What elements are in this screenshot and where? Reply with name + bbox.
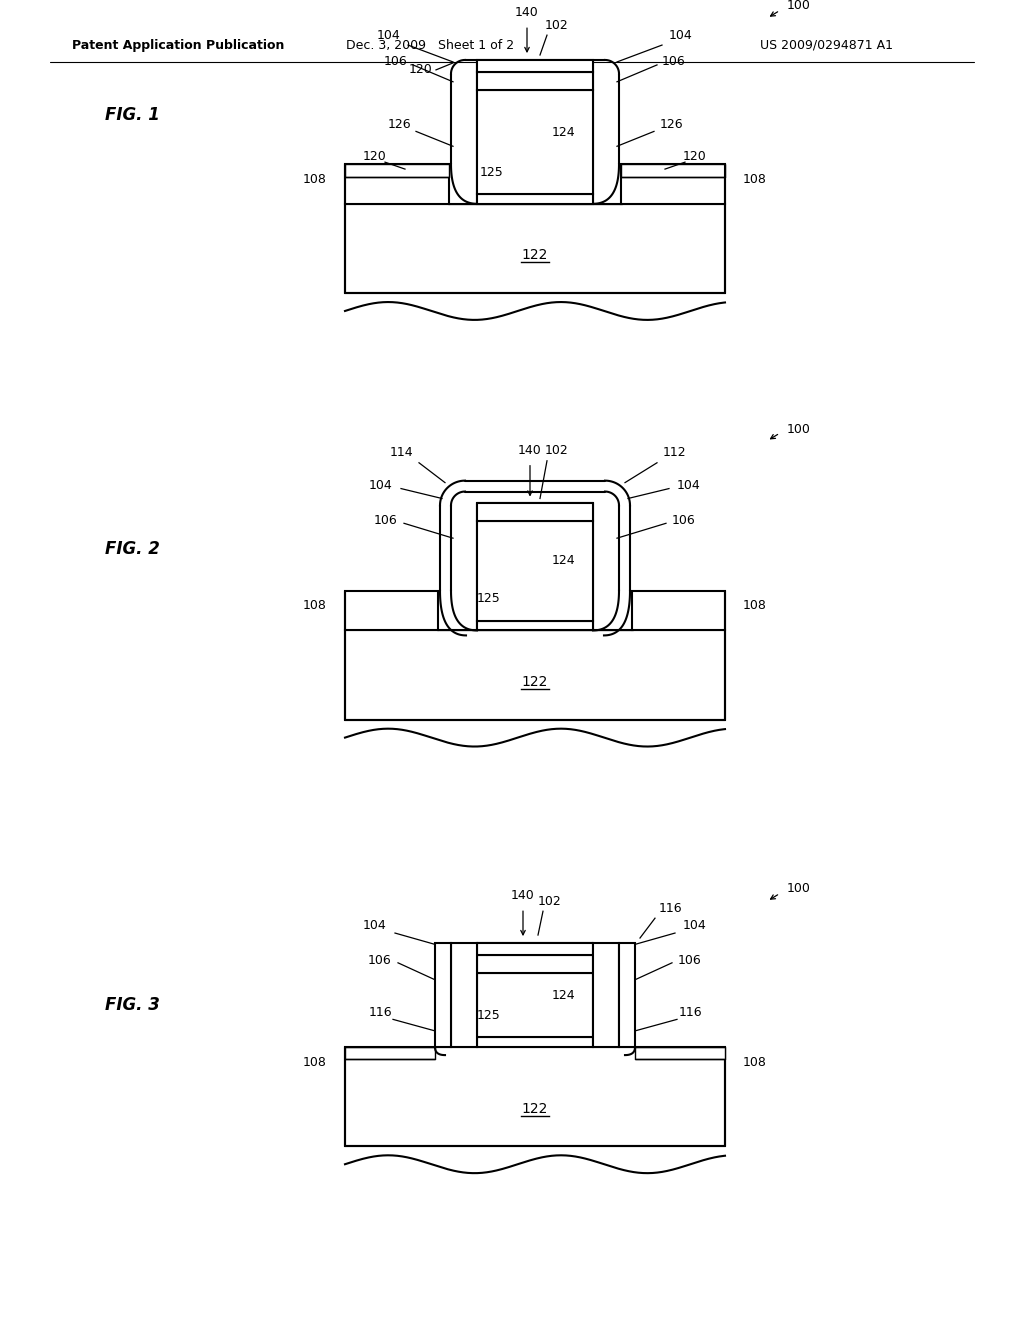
Text: 108: 108 bbox=[303, 173, 327, 186]
Polygon shape bbox=[477, 942, 593, 954]
Text: Dec. 3, 2009   Sheet 1 of 2: Dec. 3, 2009 Sheet 1 of 2 bbox=[346, 38, 514, 51]
Text: 124: 124 bbox=[551, 989, 574, 1002]
Text: 106: 106 bbox=[663, 55, 686, 69]
Text: 108: 108 bbox=[303, 599, 327, 612]
Polygon shape bbox=[345, 1047, 435, 1059]
Text: 120: 120 bbox=[410, 63, 433, 77]
Text: 124: 124 bbox=[551, 125, 574, 139]
Text: 116: 116 bbox=[658, 902, 682, 915]
Text: 140: 140 bbox=[511, 888, 535, 902]
Text: 108: 108 bbox=[303, 1056, 327, 1068]
Polygon shape bbox=[477, 71, 593, 90]
Text: FIG. 2: FIG. 2 bbox=[105, 540, 160, 558]
Text: 106: 106 bbox=[678, 954, 701, 968]
Polygon shape bbox=[477, 954, 593, 973]
Text: 108: 108 bbox=[743, 599, 767, 612]
Polygon shape bbox=[477, 1038, 593, 1047]
Text: 126: 126 bbox=[387, 117, 411, 131]
Text: FIG. 3: FIG. 3 bbox=[105, 997, 160, 1015]
Text: 108: 108 bbox=[743, 1056, 767, 1068]
Polygon shape bbox=[477, 194, 593, 203]
Polygon shape bbox=[345, 1047, 725, 1146]
Polygon shape bbox=[345, 164, 449, 177]
Polygon shape bbox=[345, 164, 449, 203]
Polygon shape bbox=[345, 203, 725, 293]
Text: 102: 102 bbox=[545, 445, 569, 457]
Polygon shape bbox=[635, 1047, 725, 1059]
Text: 106: 106 bbox=[672, 513, 696, 527]
Text: 104: 104 bbox=[669, 29, 693, 42]
Text: 125: 125 bbox=[477, 1008, 501, 1022]
Text: 126: 126 bbox=[659, 117, 683, 131]
Text: 108: 108 bbox=[743, 173, 767, 186]
Text: 112: 112 bbox=[663, 446, 686, 459]
Text: 106: 106 bbox=[374, 513, 398, 527]
Text: 124: 124 bbox=[551, 554, 574, 568]
Text: 125: 125 bbox=[480, 165, 504, 178]
Polygon shape bbox=[621, 164, 725, 203]
Polygon shape bbox=[477, 620, 593, 631]
Text: 140: 140 bbox=[518, 445, 542, 457]
Polygon shape bbox=[435, 942, 451, 1047]
Text: 102: 102 bbox=[539, 895, 562, 908]
Text: 104: 104 bbox=[683, 919, 707, 932]
Polygon shape bbox=[632, 591, 725, 631]
Text: 100: 100 bbox=[787, 422, 811, 436]
Text: 104: 104 bbox=[364, 919, 387, 932]
Polygon shape bbox=[593, 942, 618, 1047]
Text: 122: 122 bbox=[522, 675, 548, 689]
Polygon shape bbox=[345, 631, 725, 719]
Text: 125: 125 bbox=[477, 593, 501, 605]
Text: 104: 104 bbox=[369, 479, 393, 492]
Text: US 2009/0294871 A1: US 2009/0294871 A1 bbox=[760, 38, 893, 51]
Text: FIG. 1: FIG. 1 bbox=[105, 106, 160, 124]
Polygon shape bbox=[618, 942, 635, 1047]
Text: 100: 100 bbox=[787, 0, 811, 12]
Polygon shape bbox=[477, 521, 593, 620]
Text: 116: 116 bbox=[678, 1006, 701, 1019]
Text: Patent Application Publication: Patent Application Publication bbox=[72, 38, 285, 51]
Text: 140: 140 bbox=[515, 5, 539, 18]
Text: 120: 120 bbox=[364, 149, 387, 162]
Text: 106: 106 bbox=[368, 954, 392, 968]
Text: 100: 100 bbox=[787, 882, 811, 895]
Text: 122: 122 bbox=[522, 248, 548, 263]
Text: 104: 104 bbox=[677, 479, 700, 492]
Text: 104: 104 bbox=[377, 29, 400, 42]
Text: 102: 102 bbox=[545, 18, 569, 32]
Text: 122: 122 bbox=[522, 1102, 548, 1115]
Polygon shape bbox=[477, 90, 593, 194]
Polygon shape bbox=[477, 59, 593, 71]
Text: 116: 116 bbox=[369, 1006, 392, 1019]
Text: 120: 120 bbox=[683, 149, 707, 162]
Polygon shape bbox=[477, 503, 593, 521]
Polygon shape bbox=[477, 973, 593, 1038]
Polygon shape bbox=[345, 591, 438, 631]
Text: 106: 106 bbox=[384, 55, 408, 69]
Polygon shape bbox=[451, 942, 477, 1047]
Polygon shape bbox=[621, 164, 725, 177]
Text: 114: 114 bbox=[389, 446, 413, 459]
